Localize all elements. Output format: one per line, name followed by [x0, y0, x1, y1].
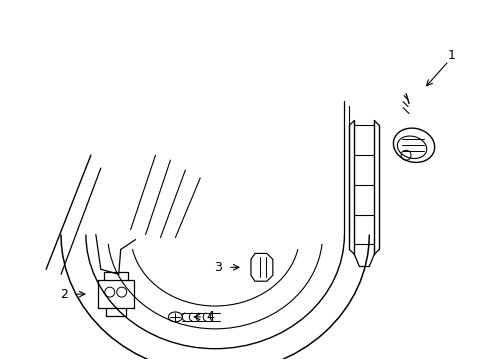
- Text: 1: 1: [447, 49, 455, 63]
- Text: 4: 4: [206, 310, 214, 323]
- Text: 2: 2: [60, 288, 68, 301]
- Text: 3: 3: [214, 261, 222, 274]
